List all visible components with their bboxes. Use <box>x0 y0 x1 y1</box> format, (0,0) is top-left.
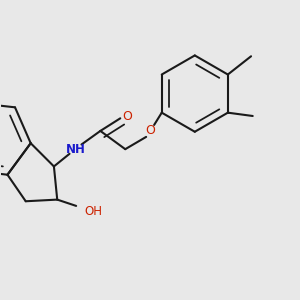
Text: OH: OH <box>85 206 103 218</box>
Text: O: O <box>123 110 133 124</box>
Text: NH: NH <box>65 143 86 156</box>
Text: O: O <box>145 124 155 137</box>
